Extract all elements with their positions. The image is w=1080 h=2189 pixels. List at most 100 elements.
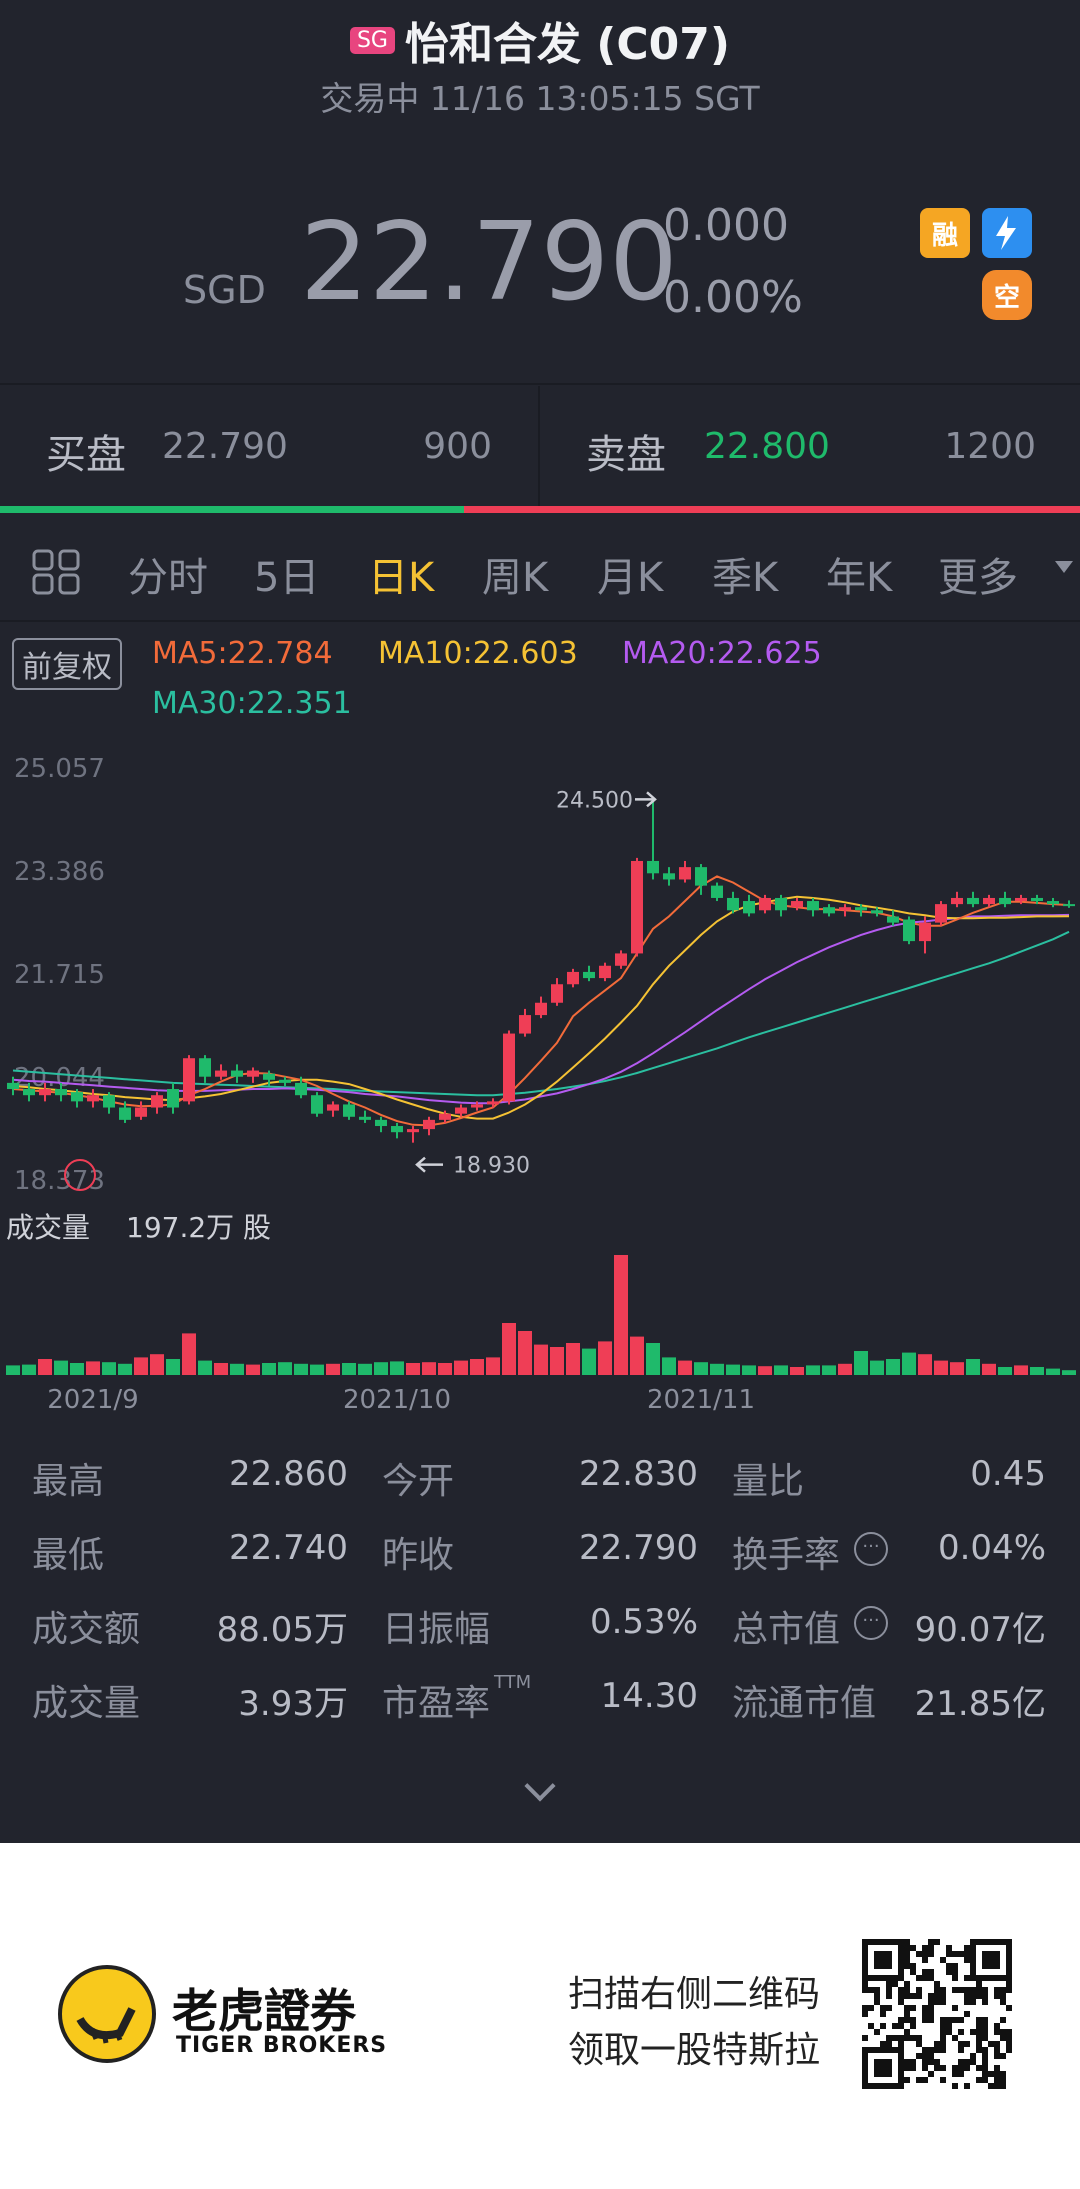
price-change-percent: 0.00% [663, 272, 803, 323]
volume-bar [534, 1344, 548, 1375]
promo-line-2: 领取一股特斯拉 [568, 2030, 821, 2071]
candle-body [711, 885, 723, 898]
volume-bar [934, 1360, 948, 1375]
expand-chevron-icon[interactable] [524, 1770, 556, 1802]
quote-header: SG 怡和合发 (C07) 交易中 11/16 13:05:15 SGT SGD… [0, 0, 1080, 385]
grid-menu-icon[interactable] [32, 549, 80, 595]
volume-bar [38, 1359, 52, 1375]
tab-weekly-k[interactable]: 周K [482, 555, 549, 601]
volume-bar [6, 1365, 20, 1375]
candle-body [743, 901, 755, 914]
candle-body [759, 897, 771, 911]
candle-body [567, 971, 579, 985]
bid-size: 900 [423, 426, 492, 467]
info-icon[interactable]: ··· [854, 1532, 888, 1566]
candle-body [39, 1089, 51, 1096]
volume-bar [406, 1363, 420, 1375]
stat-label: 昨收 [382, 1535, 455, 1576]
volume-bar [694, 1362, 708, 1375]
trading-status: 交易中 11/16 13:05:15 SGT [320, 79, 760, 118]
candle-body [135, 1107, 147, 1117]
candle-body [775, 897, 787, 911]
stat-label: 成交量 [32, 1683, 141, 1724]
ttm-suffix: TTM [494, 1672, 532, 1693]
volume-bar [1046, 1368, 1060, 1375]
candle-body [551, 984, 563, 1003]
candle-body [263, 1073, 275, 1080]
candle-body [439, 1113, 451, 1120]
volume-bar [518, 1331, 532, 1375]
volume-bar [742, 1365, 756, 1375]
stat-value: 22.860 [229, 1454, 348, 1494]
stat-label: 流通市值 [732, 1683, 877, 1724]
volume-bar [966, 1359, 980, 1375]
currency-label: SGD [183, 268, 266, 312]
volume-bar [182, 1333, 196, 1375]
promo-line-1: 扫描右侧二维码 [568, 1974, 821, 2015]
candle-body [791, 901, 803, 908]
volume-bar [758, 1366, 772, 1375]
price-axis-label: 23.386 [14, 857, 105, 887]
bid-side: 买盘 22.790 900 [0, 386, 540, 506]
tab-daily-k[interactable]: 日K [368, 555, 435, 601]
volume-bar [326, 1363, 340, 1375]
stat-value: 21.85亿 [914, 1684, 1046, 1724]
kline-chart[interactable]: 25.057 23.386 21.715 20.044 18.373 24.500 18.9… [0, 740, 1080, 1440]
candle-body [487, 1101, 499, 1105]
tab-more[interactable]: 更多 [938, 555, 1018, 601]
ma5-label: MA5:22.784 [152, 636, 333, 671]
stat-label: 量比 [732, 1461, 805, 1502]
ma10-label: MA10:22.603 [378, 636, 578, 671]
candle-body [23, 1089, 35, 1096]
flash-icon[interactable] [982, 208, 1032, 258]
red-badge-icon [64, 1159, 96, 1191]
short-icon[interactable]: 空 [982, 270, 1032, 320]
volume-bar [86, 1361, 100, 1375]
candle-body [951, 897, 963, 905]
stat-label: 成交额 [32, 1609, 141, 1650]
stat-value: 0.04% [937, 1528, 1046, 1568]
stat-label: 最低 [32, 1535, 105, 1576]
ma20-label: MA20:22.625 [622, 636, 822, 671]
tab-intraday[interactable]: 分时 [128, 555, 208, 601]
chevron-down-icon[interactable] [1055, 561, 1073, 573]
date-axis-label: 2021/9 [47, 1385, 138, 1415]
date-axis-label: 2021/11 [647, 1385, 755, 1415]
low-arrow [415, 1156, 443, 1173]
volume-bar [118, 1363, 132, 1375]
candle-body [679, 867, 691, 880]
tab-yearly-k[interactable]: 年K [826, 555, 893, 601]
volume-bar [678, 1360, 692, 1375]
bid-label: 买盘 [46, 432, 126, 478]
price-adjust-toggle[interactable]: 前复权 [12, 638, 122, 690]
volume-bar [438, 1363, 452, 1375]
volume-bar [486, 1357, 500, 1375]
volume-bar [230, 1363, 244, 1375]
volume-bar [150, 1354, 164, 1375]
volume-bar [134, 1357, 148, 1375]
volume-bar [294, 1363, 308, 1375]
tab-quarterly-k[interactable]: 季K [712, 555, 779, 601]
title-row: SG 怡和合发 (C07) [0, 10, 1080, 70]
stat-value: 22.830 [579, 1454, 698, 1494]
candle-body [583, 971, 595, 979]
promo-footer: 老虎證券 TIGER BROKERS 扫描右侧二维码 领取一股特斯拉 [0, 1843, 1080, 2189]
candle-body [1015, 897, 1027, 902]
candle-body [167, 1089, 179, 1108]
brand-name-cn: 老虎證券 [172, 1984, 356, 2038]
tab-monthly-k[interactable]: 月K [597, 555, 664, 601]
volume-bar [214, 1363, 228, 1375]
stat-value: 22.790 [579, 1528, 698, 1568]
candle-body [359, 1116, 371, 1120]
ask-size: 1200 [944, 426, 1036, 467]
info-icon[interactable]: ··· [854, 1606, 888, 1640]
volume-bar [502, 1323, 516, 1375]
candle-body [423, 1119, 435, 1130]
candle-body [999, 897, 1011, 905]
volume-bar [246, 1364, 260, 1375]
candle-body [935, 904, 947, 923]
rong-margin-icon[interactable]: 融 [920, 208, 970, 258]
tab-5day[interactable]: 5日 [254, 555, 320, 601]
volume-bar [646, 1343, 660, 1375]
volume-bar [22, 1364, 36, 1375]
